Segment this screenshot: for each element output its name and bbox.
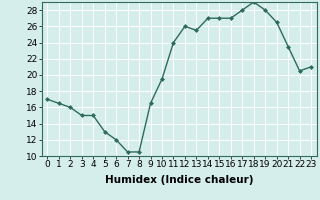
- X-axis label: Humidex (Indice chaleur): Humidex (Indice chaleur): [105, 175, 253, 185]
